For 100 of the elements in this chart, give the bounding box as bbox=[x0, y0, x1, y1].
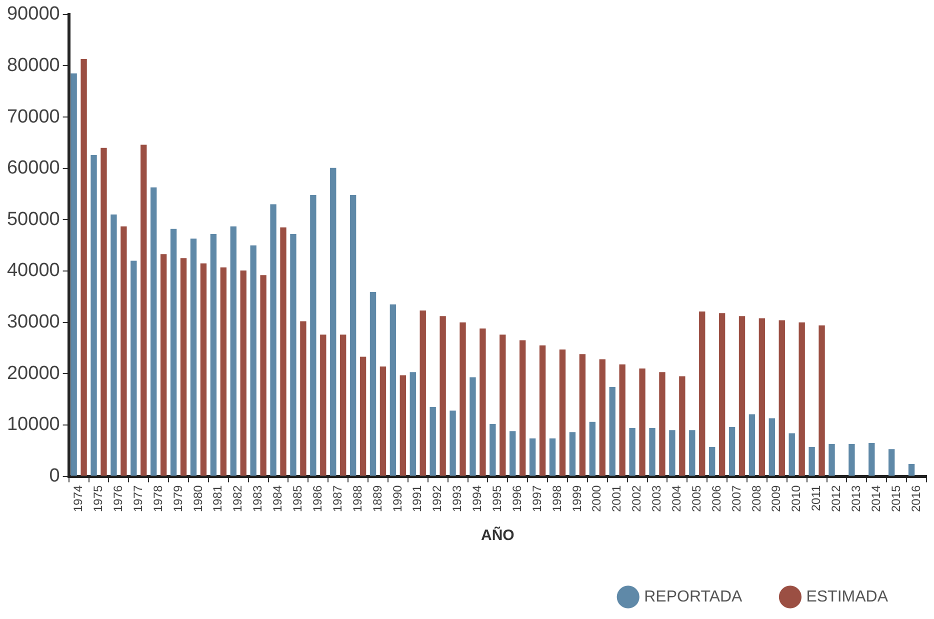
x-tick-label: 2010 bbox=[789, 484, 804, 512]
x-tick-label: 2008 bbox=[749, 484, 764, 512]
bar bbox=[80, 59, 87, 476]
x-tick-label: 1986 bbox=[310, 484, 324, 512]
bar bbox=[689, 430, 696, 476]
y-tick-label: 20000 bbox=[6, 362, 60, 384]
x-tick-label: 1995 bbox=[490, 484, 504, 512]
x-tick-label: 2001 bbox=[610, 484, 624, 512]
bar bbox=[220, 267, 227, 476]
bar bbox=[290, 234, 296, 476]
x-tick-label: 2007 bbox=[729, 484, 744, 512]
bar bbox=[420, 310, 426, 476]
x-tick-label: 2006 bbox=[709, 484, 724, 512]
bar bbox=[490, 424, 496, 476]
bar bbox=[768, 418, 776, 476]
bar bbox=[200, 263, 207, 476]
y-tick-label: 30000 bbox=[6, 312, 60, 333]
bar bbox=[260, 275, 266, 476]
bar bbox=[130, 260, 137, 476]
bar bbox=[460, 322, 466, 476]
bar bbox=[559, 350, 566, 476]
bar bbox=[440, 316, 446, 476]
x-tick-label: 1983 bbox=[250, 484, 265, 512]
bar bbox=[280, 227, 286, 476]
bar bbox=[629, 428, 636, 476]
bar bbox=[390, 304, 396, 476]
bar bbox=[569, 432, 576, 476]
x-tick-label: 1988 bbox=[350, 484, 364, 512]
bar bbox=[160, 254, 167, 476]
y-tick-label: 60000 bbox=[6, 158, 60, 179]
bar bbox=[120, 226, 127, 476]
x-tick-label: 1999 bbox=[570, 484, 584, 512]
bar bbox=[908, 464, 915, 476]
x-tick-label: 1979 bbox=[170, 484, 185, 512]
bar bbox=[350, 195, 356, 476]
x-tick-label: 1993 bbox=[450, 484, 464, 512]
bar bbox=[848, 444, 855, 476]
x-tick-label: 2003 bbox=[650, 484, 664, 512]
bar bbox=[70, 73, 77, 476]
bar bbox=[110, 214, 117, 476]
bar bbox=[619, 364, 626, 476]
x-tick-label: 1997 bbox=[530, 484, 544, 512]
bar bbox=[549, 438, 556, 476]
bar bbox=[90, 155, 97, 476]
x-tick-label: 1991 bbox=[410, 484, 424, 512]
bar bbox=[250, 245, 256, 476]
bar bbox=[718, 313, 726, 476]
x-tick-label: 1984 bbox=[270, 484, 285, 512]
bar bbox=[599, 359, 606, 476]
bar bbox=[400, 375, 406, 476]
bar bbox=[320, 334, 326, 476]
bar bbox=[669, 430, 676, 476]
bar bbox=[340, 334, 346, 476]
bar bbox=[300, 321, 306, 476]
bar bbox=[230, 226, 236, 476]
bar bbox=[679, 376, 686, 476]
x-tick-label: 1982 bbox=[230, 484, 245, 512]
bar bbox=[659, 372, 666, 476]
x-tick-label: 1981 bbox=[210, 484, 225, 512]
bar bbox=[529, 438, 536, 476]
bar bbox=[828, 444, 835, 476]
x-tick-label: 1978 bbox=[150, 484, 165, 512]
bar bbox=[150, 187, 157, 476]
x-tick-label: 1990 bbox=[390, 484, 404, 512]
x-tick-label: 1977 bbox=[130, 484, 145, 512]
x-tick-label: 2011 bbox=[809, 484, 824, 512]
x-tick-label: 1975 bbox=[91, 484, 106, 512]
y-tick-label: 10000 bbox=[6, 414, 60, 436]
bar bbox=[589, 422, 596, 476]
x-tick-label: 2005 bbox=[689, 484, 704, 512]
y-tick-label: 90000 bbox=[6, 4, 60, 25]
bar bbox=[520, 340, 526, 476]
x-tick-label: 2002 bbox=[630, 484, 644, 512]
y-tick-label: 80000 bbox=[6, 54, 60, 76]
bar bbox=[170, 228, 177, 476]
x-tick-label: 1980 bbox=[190, 484, 205, 512]
bar bbox=[758, 318, 766, 476]
x-tick-label: 2000 bbox=[590, 484, 604, 512]
y-tick-label: 40000 bbox=[6, 260, 60, 282]
x-tick-label: 1998 bbox=[550, 484, 564, 512]
x-tick-label: 1992 bbox=[430, 484, 444, 512]
bar bbox=[360, 356, 366, 476]
bar bbox=[708, 447, 716, 476]
x-tick-label: 1889 bbox=[370, 484, 384, 512]
bar bbox=[100, 148, 107, 476]
legend-label: ESTIMADA bbox=[806, 588, 888, 606]
legend-label: REPORTADA bbox=[644, 588, 743, 606]
bar bbox=[510, 431, 516, 476]
bar bbox=[639, 368, 646, 476]
x-tick-label: 2013 bbox=[849, 484, 864, 512]
y-tick-label: 50000 bbox=[6, 208, 60, 230]
bar bbox=[778, 320, 785, 476]
bar bbox=[450, 410, 456, 476]
bar bbox=[500, 334, 506, 476]
bar bbox=[649, 428, 656, 476]
x-tick-label: 1996 bbox=[510, 484, 524, 512]
bar bbox=[370, 292, 376, 476]
x-tick-label: 1974 bbox=[71, 484, 86, 512]
bar bbox=[140, 144, 147, 476]
bar bbox=[699, 312, 706, 476]
